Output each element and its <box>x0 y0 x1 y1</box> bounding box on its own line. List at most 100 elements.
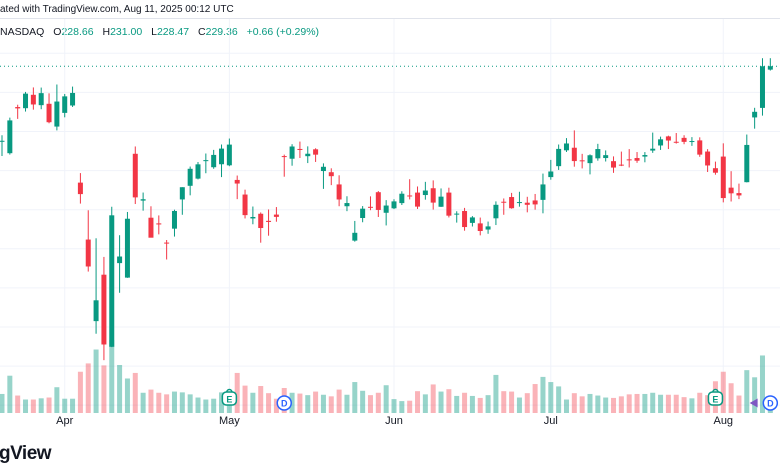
candle-mar-25 <box>23 93 29 109</box>
candle-jul-24 <box>673 141 679 143</box>
candle-jun-4 <box>407 195 413 197</box>
candle-apr-17 <box>156 223 162 225</box>
legend-symbol[interactable]: NASDAQ <box>0 26 45 38</box>
candle-jun-25 <box>516 202 522 204</box>
event-arrow-marker[interactable] <box>749 398 758 408</box>
svg-text:E: E <box>712 395 718 405</box>
candle-apr-16 <box>148 217 154 238</box>
candle-mar-27 <box>38 93 44 106</box>
candle-apr-8 <box>101 274 107 345</box>
candle-jul-25 <box>681 137 687 142</box>
candle-jul-31 <box>712 168 718 173</box>
candle-jul-11 <box>603 155 609 159</box>
earnings-badge[interactable]: E <box>707 388 724 406</box>
candle-may-15 <box>305 153 311 157</box>
candle-jun-30 <box>540 184 546 200</box>
candle-jun-10 <box>438 196 444 207</box>
candle-may-6 <box>250 216 256 219</box>
candle-jun-16 <box>469 217 475 223</box>
candle-jun-24 <box>509 197 515 209</box>
candle-jul-7 <box>571 147 577 162</box>
candle-jun-17 <box>477 223 483 232</box>
candle-jul-30 <box>705 151 711 166</box>
candle-mar-24 <box>15 107 21 109</box>
candle-jun-18 <box>485 226 491 230</box>
candle-jul-28 <box>689 141 695 143</box>
header-divider <box>0 18 780 19</box>
candle-jun-5 <box>415 192 421 207</box>
dividend-badge[interactable]: D <box>276 395 292 411</box>
candle-jul-23 <box>665 136 671 141</box>
candle-jun-27 <box>532 200 538 205</box>
candle-may-27 <box>360 208 366 219</box>
candle-mar-31 <box>54 101 60 127</box>
candle-mar-21 <box>7 120 13 154</box>
candle-apr-29 <box>211 154 217 168</box>
x-axis-label-aug: Aug <box>713 415 734 427</box>
candle-apr-28 <box>203 160 209 162</box>
candle-may-14 <box>297 148 303 150</box>
candle-jul-15 <box>618 164 624 166</box>
candle-may-13 <box>289 146 295 159</box>
candle-jul-29 <box>697 140 703 155</box>
candle-may-2 <box>234 179 240 184</box>
candle-jun-3 <box>399 193 405 204</box>
candle-apr-1 <box>62 96 68 113</box>
legend-change: +0.66 (+0.29%) <box>246 26 320 38</box>
candle-apr-3 <box>77 182 83 195</box>
candle-jul-2 <box>556 148 562 167</box>
candle-jun-26 <box>524 202 530 205</box>
candle-apr-22 <box>171 210 177 229</box>
legend-open: O228.66 <box>53 26 94 38</box>
candlestick-layer[interactable] <box>0 58 773 361</box>
candle-may-7 <box>258 213 264 229</box>
earnings-badge[interactable]: E <box>221 388 238 406</box>
time-axis[interactable]: Apr May Jun Jul Aug <box>0 415 780 433</box>
candle-jul-10 <box>595 149 601 159</box>
svg-text:D: D <box>767 399 774 409</box>
candle-may-1 <box>226 144 232 166</box>
attribution-text: ated with TradingView.com, Aug 11, 2025 … <box>0 4 234 15</box>
candle-jul-9 <box>587 155 593 164</box>
x-axis-label-apr: Apr <box>56 415 74 427</box>
volume-layer <box>0 340 773 413</box>
candle-apr-21 <box>164 242 170 244</box>
candle-aug-7 <box>752 111 758 118</box>
candle-jul-16 <box>626 159 632 161</box>
dividend-badge[interactable]: D <box>762 395 779 411</box>
candle-may-8 <box>266 220 272 222</box>
candle-mar-20 <box>0 140 5 142</box>
candle-may-12 <box>281 156 287 158</box>
candle-aug-5 <box>736 193 742 196</box>
candle-apr-30 <box>219 148 225 165</box>
candle-may-22 <box>344 203 350 207</box>
tradingview-logo[interactable]: gView <box>0 443 52 464</box>
candle-jun-13 <box>462 211 468 228</box>
candle-jul-21 <box>650 148 656 151</box>
candle-jun-23 <box>501 201 507 203</box>
candle-apr-4 <box>85 239 91 267</box>
candle-apr-7 <box>93 300 99 322</box>
candle-jun-2 <box>391 201 397 209</box>
candle-aug-1 <box>720 156 726 199</box>
candle-may-30 <box>383 205 389 213</box>
candle-may-23 <box>352 232 358 241</box>
candle-mar-28 <box>46 103 52 123</box>
candle-jun-20 <box>493 204 499 219</box>
grid-layer <box>0 19 780 413</box>
candle-aug-4 <box>728 187 734 194</box>
candle-apr-9 <box>109 215 115 347</box>
legend-high: H231.00 <box>102 26 143 38</box>
candle-may-9 <box>273 214 279 217</box>
candle-apr-24 <box>187 168 193 186</box>
candle-jul-3 <box>563 143 569 151</box>
candle-jul-17 <box>634 158 640 161</box>
x-axis-label-may: May <box>218 415 240 427</box>
candle-may-5 <box>242 194 248 216</box>
candle-jun-11 <box>446 192 452 216</box>
candle-jul-1 <box>548 171 554 178</box>
candle-jul-22 <box>658 139 664 146</box>
